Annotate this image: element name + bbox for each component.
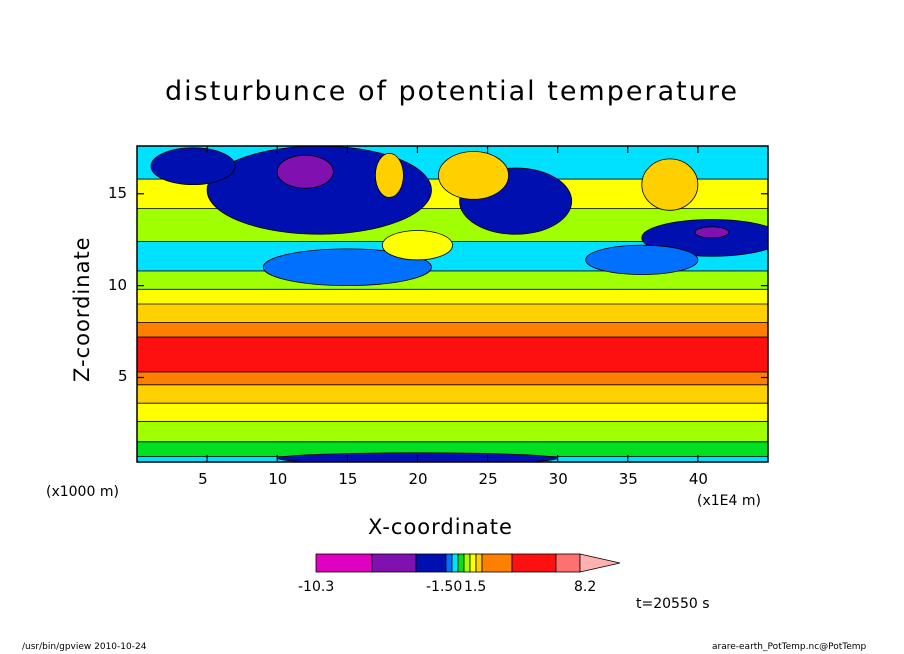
colorbar-swatch-1 <box>371 553 417 573</box>
contour-band-6 <box>137 337 768 372</box>
x-tick-label: 20 <box>408 470 428 488</box>
contour-band-8 <box>137 304 768 323</box>
colorbar-swatch-5 <box>457 553 465 573</box>
colorbar-swatch-6 <box>463 553 471 573</box>
colorbar-swatch-3 <box>445 553 453 573</box>
x-tick-label: 35 <box>618 470 638 488</box>
y-tick-label: 5 <box>118 367 128 386</box>
x-tick-label: 5 <box>198 470 208 488</box>
colorbar-swatch-8 <box>475 553 483 573</box>
contour-feature-10 <box>585 244 699 276</box>
colorbar-label: -10.3 <box>298 579 335 595</box>
colorbar-swatch-10 <box>511 553 557 573</box>
colorbar-swatch-2 <box>415 553 447 573</box>
y-tick-label: 10 <box>108 275 128 294</box>
x-tick-label: 30 <box>548 470 568 488</box>
contour-feature-1 <box>276 154 334 189</box>
x-tick-label: 40 <box>688 470 708 488</box>
contour-band-4 <box>137 384 768 404</box>
contour-band-10 <box>137 270 768 290</box>
y-axis-unit: (x1000 m) <box>46 484 119 500</box>
chart-title: disturbunce of potential temperature <box>165 76 739 107</box>
contour-band-3 <box>137 403 768 422</box>
y-axis-label: Z-coordinate <box>70 236 94 382</box>
contour-band-7 <box>137 322 768 338</box>
x-axis-label: X-coordinate <box>368 515 513 539</box>
contour-feature-6 <box>438 151 509 200</box>
contour-band-9 <box>137 289 768 304</box>
contour-feature-2 <box>150 147 236 185</box>
colorbar-arrow <box>579 553 621 573</box>
colorbar-label: 1.5 <box>464 579 487 595</box>
x-tick-label: 25 <box>478 470 498 488</box>
colorbar-swatch-0 <box>315 553 373 573</box>
colorbar-label: 8.2 <box>574 579 597 595</box>
colorbar-swatch-9 <box>481 553 513 573</box>
y-tick-label: 15 <box>108 183 128 202</box>
contour-feature-12 <box>381 230 453 261</box>
contour-feature-5 <box>694 226 730 239</box>
contour-feature-8 <box>641 158 699 211</box>
plot-frame <box>136 145 769 463</box>
contour-feature-0 <box>206 146 432 235</box>
colorbar-swatch-4 <box>451 553 459 573</box>
colorbar-swatch-7 <box>469 553 477 573</box>
contour-band-5 <box>137 371 768 385</box>
colorbar-swatch-11 <box>555 553 581 573</box>
contour-feature-9 <box>262 248 432 287</box>
contour-band-1 <box>137 441 768 457</box>
contour-band-2 <box>137 421 768 442</box>
footer-source: arare-earth_PotTemp.nc@PotTemp <box>712 642 867 652</box>
x-tick-label: 15 <box>338 470 358 488</box>
x-tick-label: 10 <box>268 470 288 488</box>
footer-program-date: /usr/bin/gpview 2010-10-24 <box>22 642 147 652</box>
contour-feature-4 <box>641 219 768 257</box>
contour-feature-7 <box>374 152 404 198</box>
x-axis-unit: (x1E4 m) <box>697 493 761 509</box>
time-label: t=20550 s <box>636 596 710 612</box>
colorbar-label: -1.50 <box>426 579 463 595</box>
